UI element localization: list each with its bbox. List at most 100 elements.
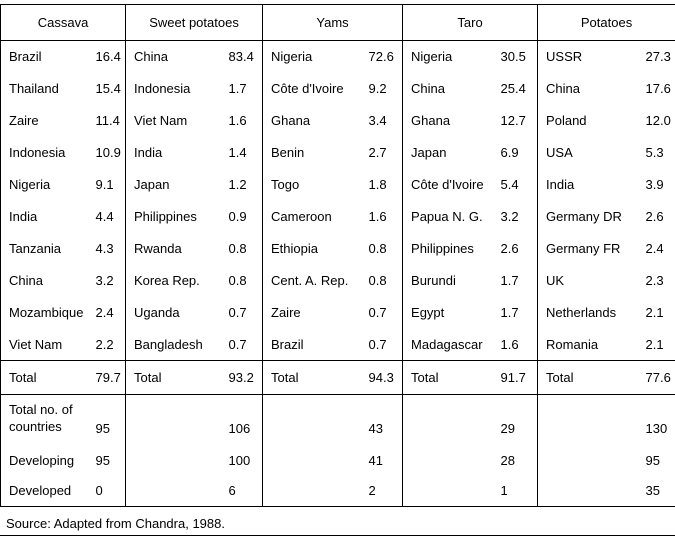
- cell-countries-value: 130: [645, 420, 668, 436]
- column-header-taro: Taro: [402, 4, 538, 41]
- cell-country: USSR: [537, 40, 638, 73]
- cell-value: 12.0: [645, 113, 671, 128]
- cell-country: USA: [537, 136, 638, 169]
- cell-value: 1.4: [228, 145, 247, 160]
- cell-value: 4.4: [95, 209, 114, 224]
- cell-developing-value: 95: [645, 452, 661, 468]
- cell-country: Viet Nam: [125, 104, 221, 137]
- cell-country: Nigeria: [9, 177, 51, 192]
- cell-country: Mozambique: [9, 305, 84, 320]
- cell-value: 0.7: [228, 305, 247, 320]
- cell-value: 2.7: [368, 145, 387, 160]
- cell-value: 0.8: [228, 241, 247, 256]
- cell-value: 9.2: [368, 81, 387, 96]
- cell-value: 0.9: [228, 209, 247, 224]
- cell-country: Viet Nam: [9, 336, 63, 352]
- cell-countries-value: 29: [500, 420, 515, 436]
- cell-total-label: Total: [125, 360, 221, 395]
- cell-value: 2.4: [645, 241, 664, 256]
- cell-value: 30.5: [500, 49, 526, 65]
- table-row: Tanzania 4.3 Rwanda 0.8 Ethiopia 0.8 Phi…: [1, 232, 675, 265]
- cell-country: Indonesia: [125, 72, 221, 105]
- cell-value: 16.4: [95, 49, 121, 65]
- developed-row: Developed 0 6 2 1 35: [1, 475, 675, 507]
- total-row: Total 79.7 Total 93.2 Total 94.3 Total 9…: [0, 360, 675, 395]
- cell-value: 0.7: [228, 336, 247, 352]
- cell-developing-label: Developing: [9, 452, 75, 468]
- column-header-cassava: Cassava: [0, 4, 126, 41]
- cell-country: Japan: [125, 168, 221, 201]
- cell-country: Brazil: [9, 49, 42, 65]
- countries-count-row: Total no. of countries 95 106 43 29 130: [1, 394, 675, 445]
- cell-country: Ghana: [402, 104, 493, 137]
- cell-value: 0.8: [228, 273, 247, 288]
- cell-value: 0.8: [368, 273, 387, 288]
- cell-countries-value: 95: [95, 420, 110, 436]
- cell-country: Germany DR: [537, 200, 638, 233]
- cell-empty: [125, 444, 221, 476]
- cell-country: Benin: [262, 136, 361, 169]
- cell-country: India: [125, 136, 221, 169]
- cell-value: 1.8: [368, 177, 387, 192]
- cell-country: Korea Rep.: [125, 264, 221, 297]
- cell-country: Zaire: [9, 113, 39, 128]
- cell-total-label: Total: [262, 360, 361, 395]
- cell-country: Romania: [537, 328, 638, 361]
- cell-country: Ethiopia: [262, 232, 361, 265]
- cell-developed-value: 0: [95, 483, 103, 499]
- cell-value: 2.6: [645, 209, 664, 224]
- cell-country: Tanzania: [9, 241, 62, 256]
- cell-country: Japan: [402, 136, 493, 169]
- cell-empty: [125, 475, 221, 507]
- cell-developing-value: 100: [228, 452, 251, 468]
- cell-country: Bangladesh: [125, 328, 221, 361]
- cell-empty: [537, 444, 638, 476]
- cell-empty: [402, 394, 493, 445]
- cell-total-value: 77.6: [637, 360, 675, 395]
- cell-value: 72.6: [368, 49, 394, 65]
- cell-country: Philippines: [125, 200, 221, 233]
- developing-row: Developing 95 100 41 28 95: [1, 444, 675, 476]
- cell-value: 9.1: [95, 177, 114, 192]
- cell-developed-value: 1: [500, 483, 508, 499]
- cell-country: Germany FR: [537, 232, 638, 265]
- cell-developing-value: 28: [500, 452, 515, 468]
- cell-value: 1.7: [500, 273, 519, 288]
- cell-value: 2.4: [95, 305, 114, 320]
- cell-value: 3.4: [368, 113, 387, 128]
- cell-country: Madagascar: [402, 328, 493, 361]
- cell-value: 10.9: [95, 145, 121, 160]
- cell-empty: [262, 444, 361, 476]
- cell-value: 5.3: [645, 145, 664, 160]
- table-row: Zaire 11.4 Viet Nam 1.6 Ghana 3.4 Ghana …: [1, 104, 675, 137]
- cell-empty: [537, 394, 638, 445]
- column-header-potatoes: Potatoes: [537, 4, 675, 41]
- cell-value: 3.9: [645, 177, 664, 192]
- cell-country: Egypt: [402, 296, 493, 329]
- cell-developed-value: 35: [645, 483, 661, 499]
- cell-developing-value: 41: [368, 452, 383, 468]
- table-row: Mozambique 2.4 Uganda 0.7 Zaire 0.7 Egyp…: [1, 296, 675, 329]
- cell-country: Côte d'Ivoire: [262, 72, 361, 105]
- cell-country: India: [9, 209, 38, 224]
- cell-countries-value: 106: [228, 420, 251, 436]
- cell-value: 17.6: [645, 81, 671, 96]
- cell-country: Papua N. G.: [402, 200, 493, 233]
- cell-country: Nigeria: [402, 40, 493, 73]
- cell-countries-label: Total no. of countries: [9, 401, 73, 434]
- cell-empty: [402, 475, 493, 507]
- cell-value: 27.3: [645, 49, 671, 65]
- cell-value: 1.6: [500, 336, 519, 352]
- table-row: Viet Nam 2.2 Bangladesh 0.7 Brazil 0.7 M…: [1, 328, 675, 361]
- cell-value: 12.7: [500, 113, 526, 128]
- cell-country: China: [537, 72, 638, 105]
- cell-value: 1.2: [228, 177, 247, 192]
- cell-empty: [537, 475, 638, 507]
- cell-country: Indonesia: [9, 145, 66, 160]
- cell-country: UK: [537, 264, 638, 297]
- cell-value: 0.8: [368, 241, 387, 256]
- cell-value: 1.7: [500, 305, 519, 320]
- cell-total-value: 94.3: [360, 360, 403, 395]
- cell-country: Ghana: [262, 104, 361, 137]
- column-header-yams: Yams: [262, 4, 403, 41]
